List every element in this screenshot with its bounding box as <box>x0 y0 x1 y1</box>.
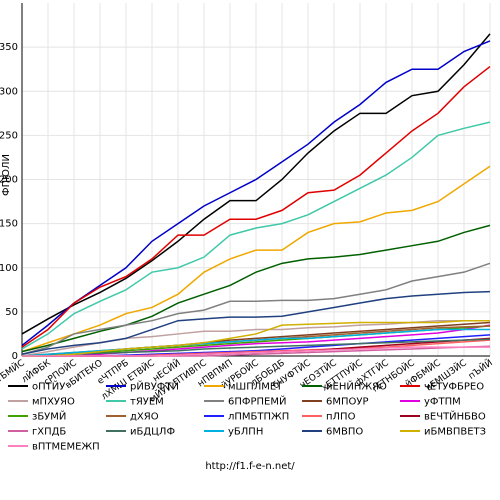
series-line <box>21 290 491 355</box>
series-line <box>21 65 491 348</box>
legend-label: иЕНЙНЖЯО <box>326 380 387 393</box>
legend-label: мПХУЯО <box>32 397 75 408</box>
legend-label: оПТЙУ <box>32 380 65 393</box>
legend-label: мШПЛМЕТ <box>228 382 283 393</box>
series-line <box>21 262 491 355</box>
legend-label: 6МПОУР <box>326 397 369 408</box>
y-tick-label: 250 <box>0 130 18 141</box>
legend-label: иБМВПВЕТЗ <box>424 427 486 438</box>
legend-label: тЯУЕМ <box>130 397 164 408</box>
x-tick-label: пЪЙЙ <box>466 357 495 382</box>
legend-label: уБЛПН <box>228 427 263 438</box>
legend-label: зБУМЙ <box>32 410 66 423</box>
y-tick-label: 300 <box>0 86 18 97</box>
legend-label: 6МВПО <box>326 427 363 438</box>
legend-label: рЙВУФТЙ <box>130 380 179 393</box>
series-line <box>22 346 490 357</box>
y-tick-label: 350 <box>0 42 18 53</box>
y-tick-label: 150 <box>0 219 18 230</box>
legend-label: иБДЦЛФ <box>130 427 175 438</box>
series-line <box>21 165 491 353</box>
series-line <box>21 121 491 350</box>
y-tick-label: 0 <box>12 351 18 362</box>
series-line <box>21 328 490 357</box>
y-tick-label: 100 <box>0 263 18 274</box>
legend-label: гХПДБ <box>32 427 66 438</box>
footer: http://f1.f-e-n.net/ <box>205 461 295 472</box>
legend-label: уФТПМ <box>424 397 461 408</box>
legend-label: пЛПО <box>326 412 356 423</box>
series-line <box>21 338 491 357</box>
legend-label: вПТМЕМЕЖП <box>32 442 100 453</box>
legend-label: 6ПФРПЕМЙ <box>228 395 286 408</box>
legend-label: лПМБТПЖП <box>228 412 289 423</box>
y-tick-label: 50 <box>5 307 18 318</box>
series-line <box>21 40 491 347</box>
series-line <box>22 319 490 357</box>
series-line <box>22 324 491 357</box>
legend-label: дХЯО <box>130 412 159 423</box>
series-line <box>21 33 491 335</box>
legend-label: вЕЧТЙНБВО <box>424 410 486 423</box>
legend-label: чЕТУФБРЕО <box>424 382 484 393</box>
series-line <box>21 224 491 353</box>
y-tick-label: 200 <box>0 175 18 186</box>
y-axis-label: ФПЮЛИ <box>1 154 12 196</box>
